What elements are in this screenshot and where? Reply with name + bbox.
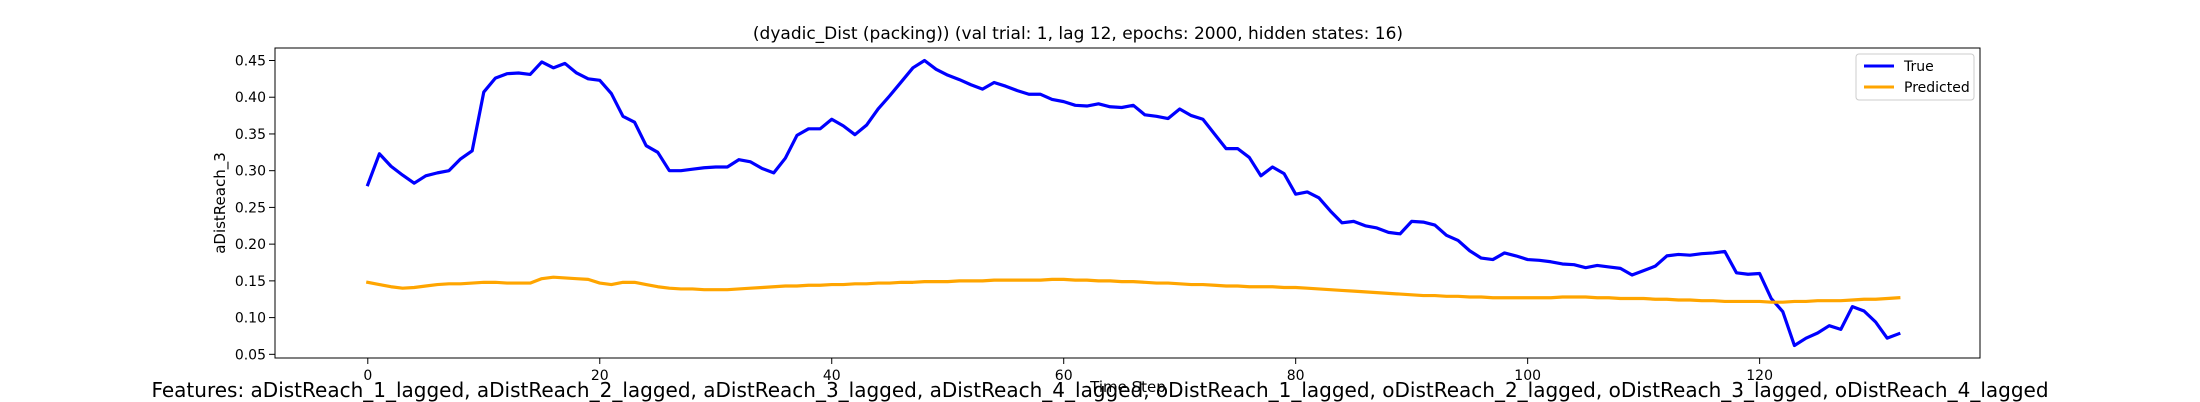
series-line-true (365, 58, 1901, 348)
y-tick-label: 0.35 (235, 127, 266, 143)
y-axis-ticks: 0.05 0.10 0.15 0.20 0.25 0.30 0.35 0.40 0.45 (235, 53, 275, 363)
chart-title: (dyadic_Dist (packing)) (val trial: 1, l… (753, 24, 1403, 44)
y-tick-label: 0.40 (235, 90, 266, 106)
x-tick-label: 0 (363, 368, 372, 384)
series-layer (365, 58, 1901, 348)
x-tick-label: 60 (1055, 368, 1073, 384)
legend-label-predicted: Predicted (1904, 80, 1970, 96)
x-tick-label: 20 (591, 368, 609, 384)
x-tick-label: 120 (1746, 368, 1773, 384)
y-tick-label: 0.05 (235, 347, 266, 363)
y-tick-label: 0.20 (235, 237, 266, 253)
y-tick-label: 0.30 (235, 164, 266, 180)
series-line-predicted (365, 275, 1901, 304)
plot-frame (274, 47, 1981, 359)
y-tick-label: 0.10 (235, 311, 266, 327)
y-tick-label: 0.15 (235, 274, 266, 290)
x-axis-label: Time Step (1089, 378, 1166, 396)
x-tick-label: 100 (1514, 368, 1541, 384)
features-caption: Features: aDistReach_1_lagged, aDistReac… (151, 378, 2049, 402)
legend-label-true: True (1903, 59, 1934, 75)
x-axis-ticks: 0 20 40 60 80 100 120 (363, 358, 1773, 384)
y-tick-label: 0.45 (235, 53, 266, 69)
y-tick-label: 0.25 (235, 200, 266, 216)
y-axis-label: aDistReach_3 (211, 152, 230, 254)
x-tick-label: 40 (823, 368, 841, 384)
legend: True Predicted (1855, 53, 1975, 101)
x-tick-label: 80 (1287, 368, 1305, 384)
